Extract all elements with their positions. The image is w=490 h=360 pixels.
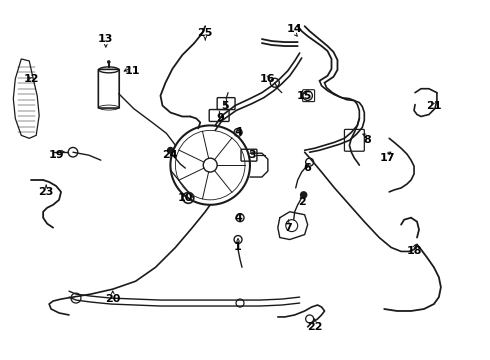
Circle shape xyxy=(300,191,307,199)
Text: 18: 18 xyxy=(406,247,422,256)
Text: 7: 7 xyxy=(284,222,292,233)
Text: 14: 14 xyxy=(287,24,302,34)
Text: 13: 13 xyxy=(98,34,114,44)
Text: 8: 8 xyxy=(364,135,371,145)
Text: 6: 6 xyxy=(304,163,312,173)
Text: 9: 9 xyxy=(216,113,224,123)
Text: 15: 15 xyxy=(297,91,312,101)
Text: 5: 5 xyxy=(221,100,229,111)
Text: 20: 20 xyxy=(105,294,121,304)
Text: 1: 1 xyxy=(234,243,242,252)
Text: 4: 4 xyxy=(234,127,242,138)
Circle shape xyxy=(167,147,174,154)
Circle shape xyxy=(107,60,111,64)
Text: 12: 12 xyxy=(24,74,39,84)
Text: 11: 11 xyxy=(125,66,141,76)
Text: 2: 2 xyxy=(298,197,306,207)
Text: 4: 4 xyxy=(234,213,242,223)
Text: 25: 25 xyxy=(197,28,213,38)
Text: 22: 22 xyxy=(307,322,322,332)
Text: 17: 17 xyxy=(379,153,395,163)
Text: 24: 24 xyxy=(163,150,178,160)
Text: 16: 16 xyxy=(260,74,276,84)
Text: 19: 19 xyxy=(48,150,64,160)
Text: 10: 10 xyxy=(178,193,193,203)
Text: 21: 21 xyxy=(426,100,441,111)
Text: 23: 23 xyxy=(38,187,54,197)
Text: 3: 3 xyxy=(248,150,256,160)
